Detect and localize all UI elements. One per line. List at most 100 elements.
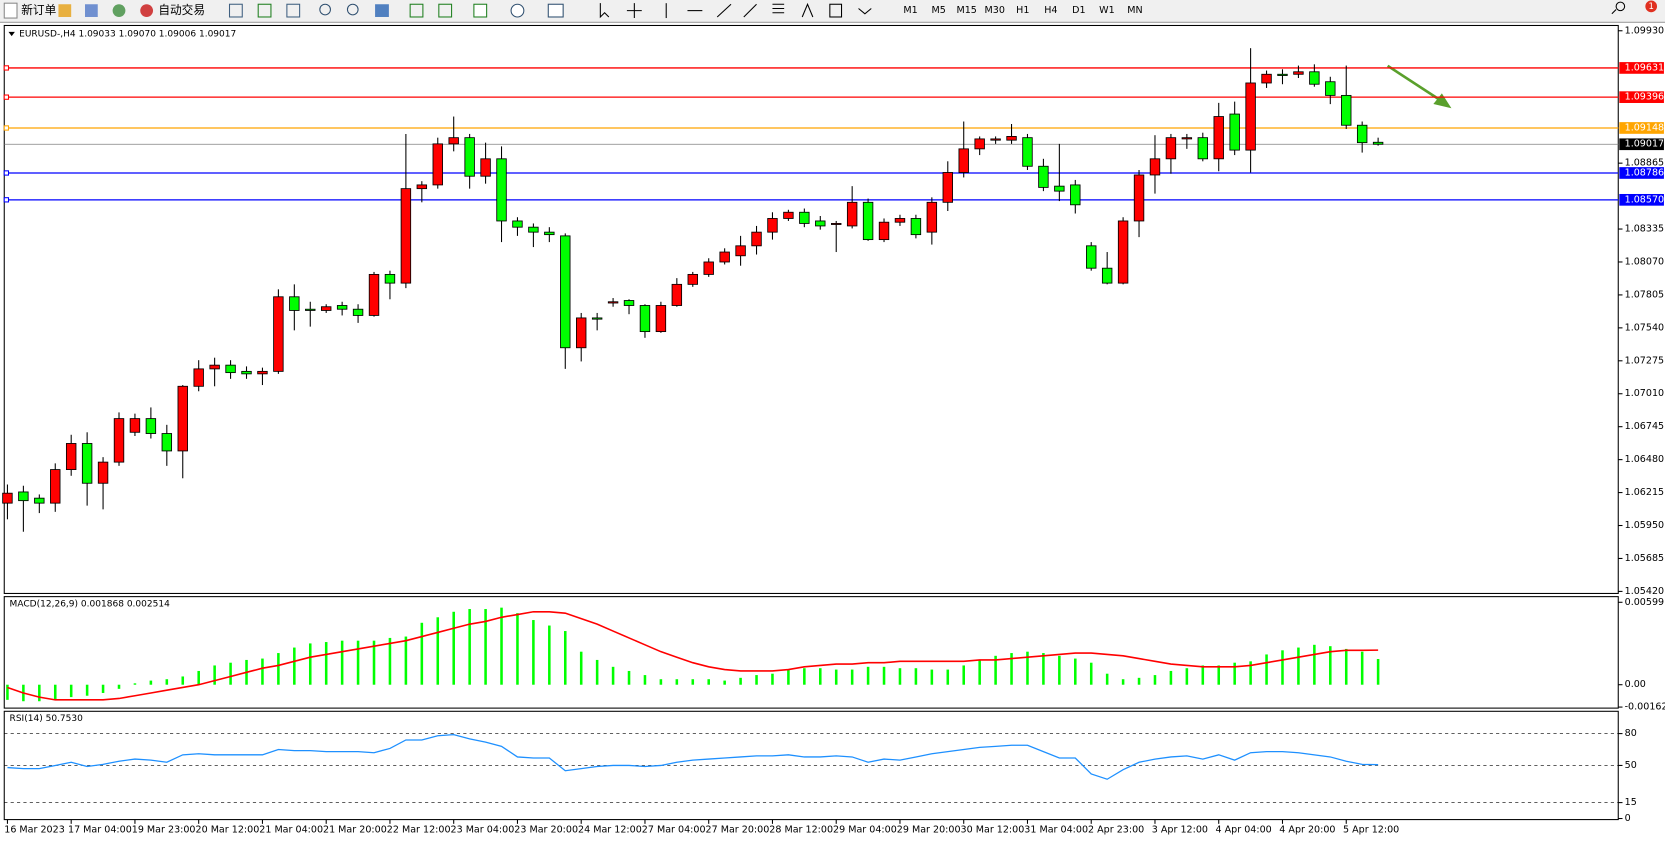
icon[interactable] [438,3,453,18]
auto-trading-button[interactable]: 自动交易 [158,3,205,17]
y-tick-label: 15 [1625,797,1637,808]
icon[interactable] [286,3,301,18]
icon[interactable] [257,3,272,18]
macd-bar [436,617,440,685]
trendline-tool[interactable] [716,3,732,18]
icon[interactable] [85,4,98,17]
indicator-title: MACD(12,26,9) 0.001868 0.002514 [10,600,171,610]
channel-tool[interactable] [743,3,757,18]
main-pane [3,24,1619,594]
macd-bar [1344,648,1348,685]
candle-body [225,364,236,374]
label-tool[interactable] [829,3,843,18]
timeframe-button[interactable]: MN [1127,5,1142,16]
line-handle [3,94,10,100]
timeframe-button[interactable]: W1 [1099,5,1115,16]
timeframe-button[interactable]: M5 [931,5,945,16]
candle-body [942,172,953,203]
candle-body [751,231,762,247]
candle-body [910,218,922,236]
candle-body [767,218,778,233]
timeframe-button[interactable]: M1 [903,5,917,16]
zoom-in[interactable] [319,3,331,16]
candle-body [1149,158,1161,176]
icon[interactable] [473,3,488,18]
y-tick-label: 1.05420 [1625,586,1665,597]
icon[interactable] [58,4,72,17]
macd-bar [819,668,822,685]
candle-body [241,370,252,375]
timeframe-button[interactable]: H1 [1016,5,1029,16]
fibo-tool[interactable] [772,3,785,14]
cursor-tool[interactable] [599,3,610,19]
icon[interactable] [409,3,424,18]
candle-body [1117,220,1129,284]
x-tick-label: 28 Mar 12:00 [769,825,833,836]
signal-line [7,610,1379,701]
x-tick-label: 4 Apr 04:00 [1216,825,1272,836]
icon[interactable] [375,4,389,17]
icon[interactable] [112,4,126,17]
new-order-icon[interactable] [3,2,18,19]
macd-bar [994,655,997,685]
auto-trading-icon[interactable] [140,4,154,17]
candle-body [831,223,842,225]
macd-bar [85,684,89,696]
candle-body [145,418,157,434]
macd-bar [1360,651,1364,685]
macd-bar [1297,647,1300,685]
chart-window [0,23,1665,845]
timeframe-button[interactable]: M15 [956,5,976,16]
candle-body [671,283,683,306]
line-handle [3,170,10,176]
macd-bar [340,640,344,685]
candle-body [639,305,651,333]
icon[interactable] [547,3,564,18]
x-tick-label: 2 Apr 23:00 [1088,825,1144,836]
timeframe-button[interactable]: H4 [1044,5,1057,16]
macd-bar [500,607,503,685]
macd-bar [850,669,854,685]
macd-bar [261,658,264,685]
macd-bar [1281,650,1284,685]
timeframe-button[interactable]: M30 [985,5,1005,16]
macd-bar [866,666,870,685]
macd-bar [787,669,790,685]
chart-menu-arrow[interactable] [8,31,15,37]
notification-badge[interactable] [1645,0,1658,13]
zoom-out[interactable] [346,3,359,16]
search-icon[interactable] [1611,9,1617,15]
price-tag-label: 1.09631 [1625,62,1665,73]
macd-bar [532,620,535,685]
candle-body [512,220,523,228]
candle-body [576,317,587,349]
x-tick-label: 27 Mar 04:00 [642,825,706,836]
candle-body [1341,94,1352,126]
text-tool[interactable] [801,2,814,18]
candle-body [1165,137,1177,160]
macd-bar [468,609,471,685]
icon[interactable] [228,3,243,18]
price-tag [1619,167,1664,179]
candle-body [799,211,810,224]
macd-bar [1010,653,1013,685]
macd-bar [277,653,280,685]
x-tick-label: 21 Mar 04:00 [259,825,323,836]
candle-body [129,418,141,433]
candle-body [1277,73,1288,76]
crosshair-tool[interactable] [626,3,642,19]
arrows-tool[interactable] [858,8,872,15]
candle-body [448,137,459,145]
search-icon[interactable] [1615,1,1626,12]
price-tag [1619,122,1664,134]
candle-body [161,433,173,452]
candle-body [815,220,826,227]
icon[interactable] [510,3,525,18]
candle-body [384,273,396,284]
y-tick-label: 1.08865 [1625,158,1665,169]
candle-body [1213,116,1224,160]
macd-bar [1265,654,1268,685]
new-order-button[interactable]: 新订单 [21,3,56,17]
timeframe-button[interactable]: D1 [1072,5,1085,16]
price-tag [1619,91,1664,103]
